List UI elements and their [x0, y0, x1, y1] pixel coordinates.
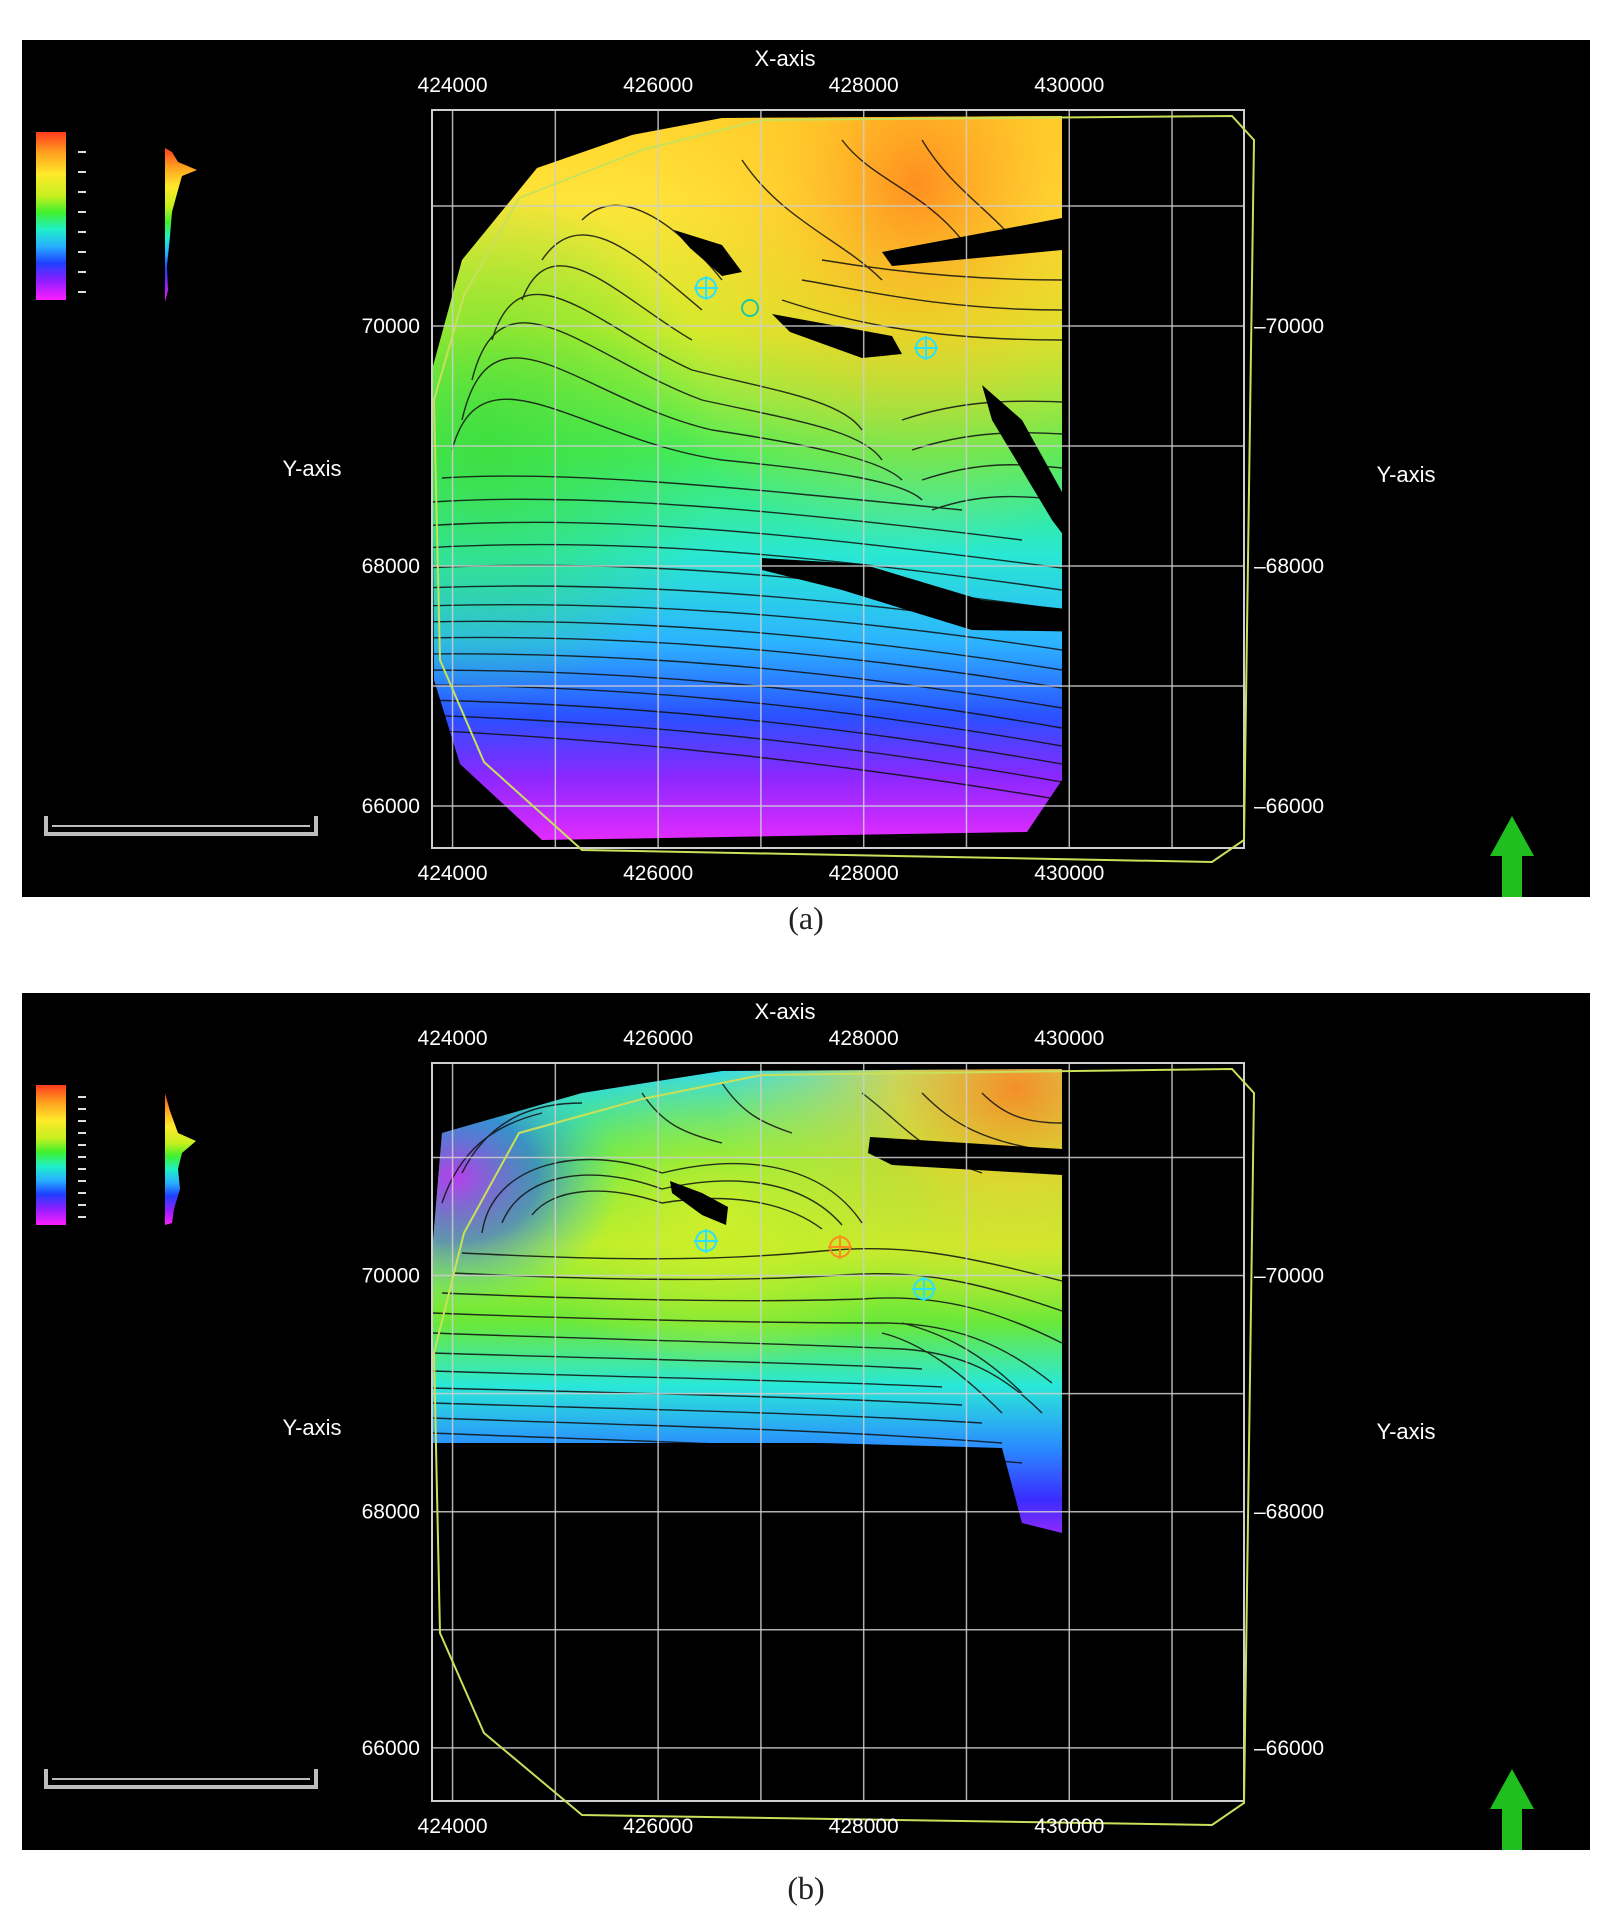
y-tick-label: 68000	[362, 555, 420, 578]
well-marker-icon[interactable]	[694, 1229, 718, 1253]
frame-b	[431, 1062, 1245, 1802]
x-tick-label: 430000	[1034, 74, 1104, 97]
map-a: 424000 426000 428000 430000 424000 426000 428…	[36, 46, 1534, 897]
boundary-a	[432, 114, 1256, 864]
scale-bar-icon	[44, 1769, 318, 1789]
x-tick-label: 426000	[623, 1027, 693, 1050]
x-tick-label: 424000	[418, 1815, 488, 1838]
y-axis-title-left-a: Y-axis	[282, 456, 341, 481]
x-tick-label: 428000	[829, 1815, 899, 1838]
x-tick-label: 430000	[1034, 1027, 1104, 1050]
y-ticks-right-b: –70000 –68000 –66000	[1254, 1265, 1324, 1760]
y-tick-label: 70000	[362, 315, 420, 338]
x-ticks-bottom-a: 424000 426000 428000 430000	[418, 862, 1105, 885]
y-tick-label: –66000	[1254, 795, 1324, 818]
boundary-b	[432, 1067, 1256, 1827]
x-tick-label: 430000	[1034, 1815, 1104, 1838]
y-tick-label: 68000	[362, 1501, 420, 1524]
scale-bar-icon	[44, 816, 318, 836]
histogram	[165, 148, 197, 302]
x-axis-title-a: X-axis	[754, 46, 815, 71]
x-ticks-top-a: 424000 426000 428000 430000	[418, 74, 1105, 97]
y-tick-label: –70000	[1254, 315, 1324, 338]
grid-a	[432, 110, 1244, 848]
caption-b: (b)	[787, 1870, 825, 1906]
map-panel-a: 424000 426000 428000 430000 424000 426000 428…	[22, 40, 1590, 897]
y-axis-title-left-b: Y-axis	[282, 1415, 341, 1440]
y-ticks-left-a: 70000 68000 66000	[362, 315, 420, 818]
y-ticks-left-b: 70000 68000 66000	[362, 1265, 420, 1760]
y-tick-label: –68000	[1254, 555, 1324, 578]
x-ticks-top-b: 424000 426000 428000 430000	[418, 1027, 1105, 1050]
x-ticks-bottom-b: 424000 426000 428000 430000	[418, 1815, 1105, 1838]
y-tick-label: –68000	[1254, 1501, 1324, 1524]
contours-b	[432, 1082, 1062, 1464]
grid-b	[432, 1063, 1244, 1801]
x-tick-label: 424000	[418, 74, 488, 97]
x-tick-label: 426000	[623, 1815, 693, 1838]
y-tick-label: 70000	[362, 1265, 420, 1288]
surface-a	[432, 116, 1062, 840]
x-tick-label: 424000	[418, 1027, 488, 1050]
x-axis-title-b: X-axis	[754, 999, 815, 1024]
x-tick-label: 428000	[829, 74, 899, 97]
histogram-b	[165, 1093, 196, 1225]
y-tick-label: –70000	[1254, 1265, 1324, 1288]
faults-b	[670, 1137, 1062, 1225]
colorbar	[36, 132, 86, 300]
contours-a	[432, 139, 1062, 801]
frame-a	[431, 109, 1245, 849]
y-axis-title-right-a: Y-axis	[1376, 462, 1435, 487]
y-ticks-right-a: –70000 –68000 –66000	[1254, 315, 1324, 818]
north-arrow-icon	[1490, 1769, 1534, 1850]
well-marker-icon[interactable]	[914, 336, 938, 360]
y-axis-title-right-b: Y-axis	[1376, 1419, 1435, 1444]
well-marker-icon[interactable]	[828, 1235, 852, 1259]
north-arrow-icon	[1490, 816, 1534, 897]
colorbar-b	[36, 1085, 86, 1225]
surface-b	[432, 1069, 1062, 1533]
well-marker-icon[interactable]	[741, 299, 759, 317]
x-tick-label: 430000	[1034, 862, 1104, 885]
x-tick-label: 428000	[829, 862, 899, 885]
y-tick-label: 66000	[362, 795, 420, 818]
map-b: 424000 426000 428000 430000 424000 426000 428…	[36, 999, 1534, 1850]
caption-a: (a)	[788, 900, 824, 936]
well-marker-icon[interactable]	[912, 1277, 936, 1301]
map-panel-b: 424000 426000 428000 430000 424000 426000 428…	[22, 993, 1590, 1850]
well-marker-icon[interactable]	[694, 276, 718, 300]
x-tick-label: 424000	[418, 862, 488, 885]
x-tick-label: 426000	[623, 74, 693, 97]
x-tick-label: 428000	[829, 1027, 899, 1050]
y-tick-label: –66000	[1254, 1737, 1324, 1760]
x-tick-label: 426000	[623, 862, 693, 885]
y-tick-label: 66000	[362, 1737, 420, 1760]
